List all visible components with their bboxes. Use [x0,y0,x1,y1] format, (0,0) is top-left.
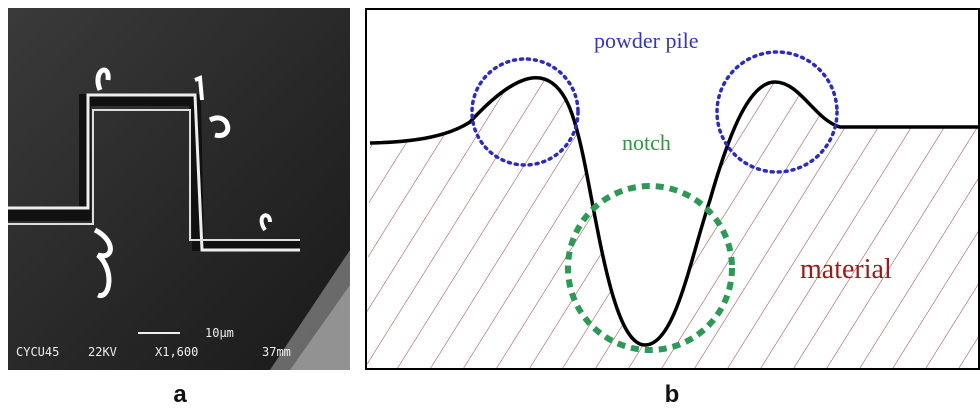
sem-image: 10μm CYCU45 22KV X1,600 37mm [8,8,350,370]
scale-bar-label: 10μm [205,326,234,340]
powder-pile-label: powder pile [594,28,698,53]
sem-info: 37mm [262,345,291,359]
material-label: material [800,254,892,285]
sem-info: X1,600 [155,345,198,359]
panel-label: b [665,381,680,408]
sem-info: CYCU45 [16,345,59,359]
diagram: powder pile notch material [365,8,980,370]
panel-label: a [173,381,187,408]
sem-info: 22KV [88,345,117,359]
notch-label: notch [622,130,671,155]
